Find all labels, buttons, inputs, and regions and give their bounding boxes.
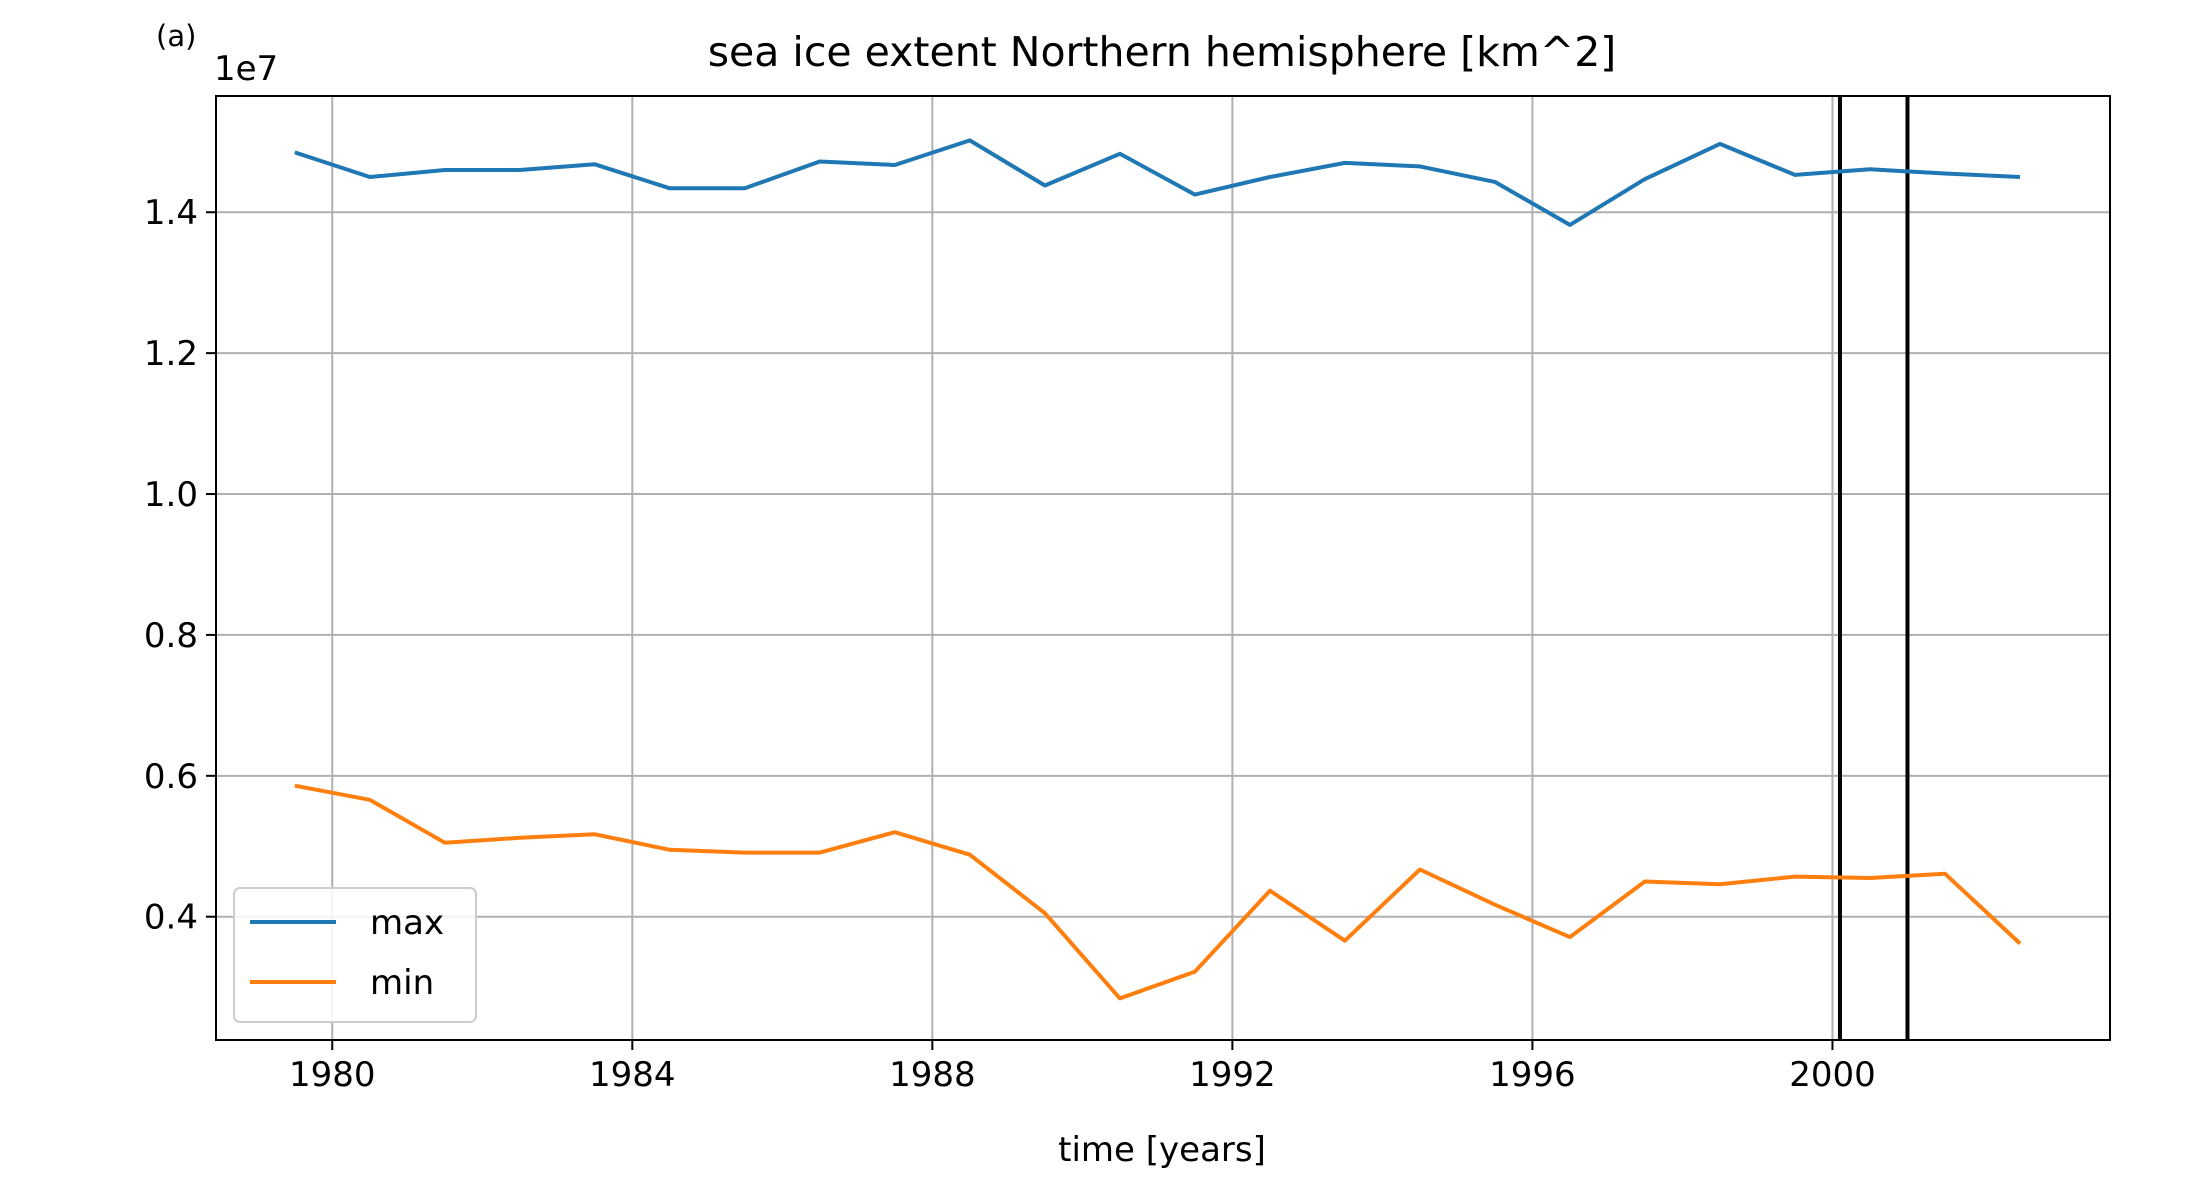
- grid-lines: [216, 96, 2110, 1040]
- y-axis-ticks: 0.4 0.6 0.8 1.0 1.2 1.4: [144, 193, 216, 938]
- series-line-max: [294, 138, 2021, 227]
- x-axis-label: time [years]: [1058, 1130, 1266, 1170]
- x-tick-label: 1980: [289, 1055, 376, 1095]
- plot-frame: [215, 95, 2111, 1041]
- y-tick-label: 1.0: [144, 475, 198, 515]
- x-axis-ticks: 1980 1984 1988 1992 1996 2000: [289, 1040, 1876, 1095]
- panel-label: (a): [156, 19, 196, 53]
- data-series: [294, 138, 2022, 1001]
- series-line-min: [294, 783, 2022, 1001]
- x-tick-label: 2000: [1789, 1055, 1876, 1095]
- legend-label-min: min: [370, 963, 434, 1003]
- chart-title: sea ice extent Northern hemisphere [km^2…: [708, 28, 1617, 76]
- y-tick-label: 0.6: [144, 757, 198, 797]
- x-tick-label: 1984: [589, 1055, 676, 1095]
- legend-label-max: max: [370, 903, 444, 943]
- x-tick-label: 1992: [1189, 1055, 1276, 1095]
- vertical-markers: [1837, 96, 1910, 1040]
- y-tick-label: 0.8: [144, 616, 198, 656]
- x-tick-label: 1996: [1489, 1055, 1576, 1095]
- y-offset-label: 1e7: [214, 49, 278, 89]
- y-tick-label: 1.4: [144, 193, 198, 233]
- x-tick-label: 1988: [889, 1055, 976, 1095]
- y-tick-label: 1.2: [144, 334, 198, 374]
- legend: max min: [233, 887, 477, 1023]
- y-tick-label: 0.4: [144, 898, 198, 938]
